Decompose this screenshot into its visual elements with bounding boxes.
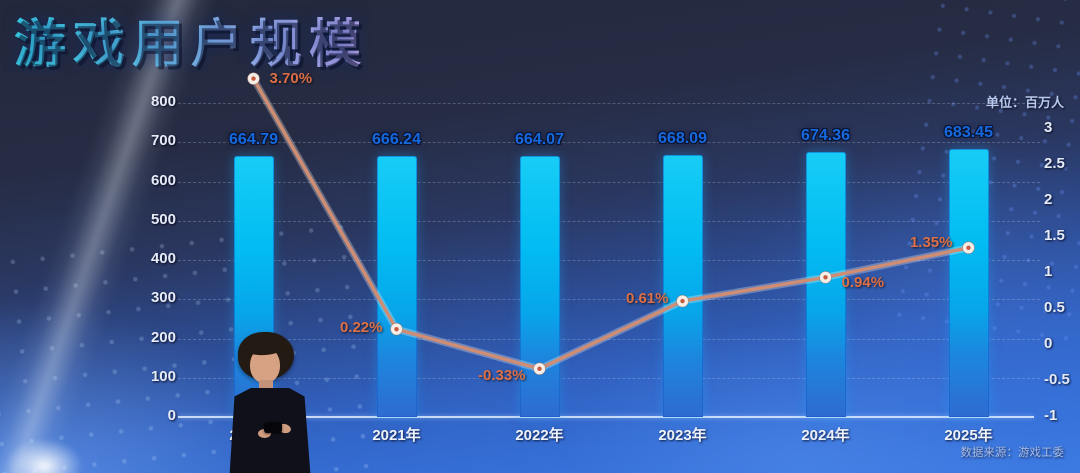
left-axis-tick: 200 bbox=[150, 328, 176, 346]
right-axis-tick: 0 bbox=[1044, 335, 1053, 352]
gridline bbox=[178, 299, 1040, 301]
growth-rate-label: 1.35% bbox=[909, 233, 953, 251]
left-axis-tick: 300 bbox=[150, 289, 176, 307]
x-axis-category-label: 2022年 bbox=[515, 427, 564, 444]
presenter-clicker bbox=[264, 422, 282, 433]
presenter-neck bbox=[259, 380, 273, 391]
bar-value-label: 674.36 bbox=[801, 127, 850, 145]
right-axis-tick: 2.5 bbox=[1044, 155, 1065, 172]
gridline bbox=[178, 377, 1040, 379]
left-axis-tick: 400 bbox=[150, 250, 176, 267]
presenter-hand-left bbox=[258, 429, 271, 438]
chart-title: 游戏用户规模 bbox=[14, 2, 368, 77]
left-axis-tick: 0 bbox=[167, 407, 176, 424]
growth-rate-label: 0.22% bbox=[339, 319, 383, 337]
stage-light-glow bbox=[5, 438, 83, 473]
right-axis-tick: 1.5 bbox=[1044, 227, 1065, 244]
x-axis-category-label: 2025年 bbox=[944, 427, 993, 444]
x-axis-category-label: 2024年 bbox=[801, 427, 850, 444]
gridline bbox=[178, 181, 1040, 183]
user-scale-bar bbox=[662, 154, 703, 417]
gridline bbox=[178, 260, 1040, 261]
bar-value-label: 668.09 bbox=[658, 129, 707, 147]
user-scale-bar bbox=[805, 152, 846, 417]
bar-value-label: 664.07 bbox=[515, 131, 564, 149]
growth-rate-label: 0.61% bbox=[625, 290, 669, 308]
left-axis-tick: 800 bbox=[150, 93, 176, 110]
left-axis-tick: 500 bbox=[150, 210, 176, 228]
data-source-label: 数据来源：游戏工委 bbox=[960, 447, 1065, 459]
bar-value-label: 664.79 bbox=[229, 131, 278, 149]
user-scale-bar bbox=[948, 148, 989, 417]
growth-rate-label: 0.94% bbox=[841, 274, 885, 292]
right-axis-tick: 0.5 bbox=[1044, 299, 1065, 316]
gridline bbox=[178, 103, 1040, 104]
led-dot-pattern-left bbox=[0, 209, 394, 473]
x-axis-category-label: 2023年 bbox=[658, 427, 707, 444]
left-axis-tick: 600 bbox=[150, 171, 176, 189]
right-axis-tick: 3 bbox=[1044, 119, 1053, 136]
presenter-silhouette bbox=[212, 332, 330, 473]
right-axis-tick: 1 bbox=[1044, 263, 1053, 280]
growth-rate-label: -0.33% bbox=[477, 366, 526, 384]
bar-value-label: 666.24 bbox=[372, 130, 421, 148]
x-axis-category-label: 2021年 bbox=[372, 427, 421, 444]
left-axis-tick: 700 bbox=[150, 132, 176, 150]
gridline bbox=[178, 142, 1040, 144]
unit-label: 单位：百万人 bbox=[985, 95, 1064, 110]
gridline bbox=[178, 220, 1040, 222]
left-axis-tick: 100 bbox=[150, 367, 176, 385]
x-axis-line bbox=[178, 416, 1034, 418]
right-axis-tick: -1 bbox=[1044, 407, 1058, 424]
bar-value-label: 683.45 bbox=[944, 123, 993, 141]
right-axis-tick: 2 bbox=[1044, 191, 1053, 208]
user-scale-bar bbox=[376, 155, 417, 417]
right-axis-tick: -0.5 bbox=[1044, 371, 1070, 388]
